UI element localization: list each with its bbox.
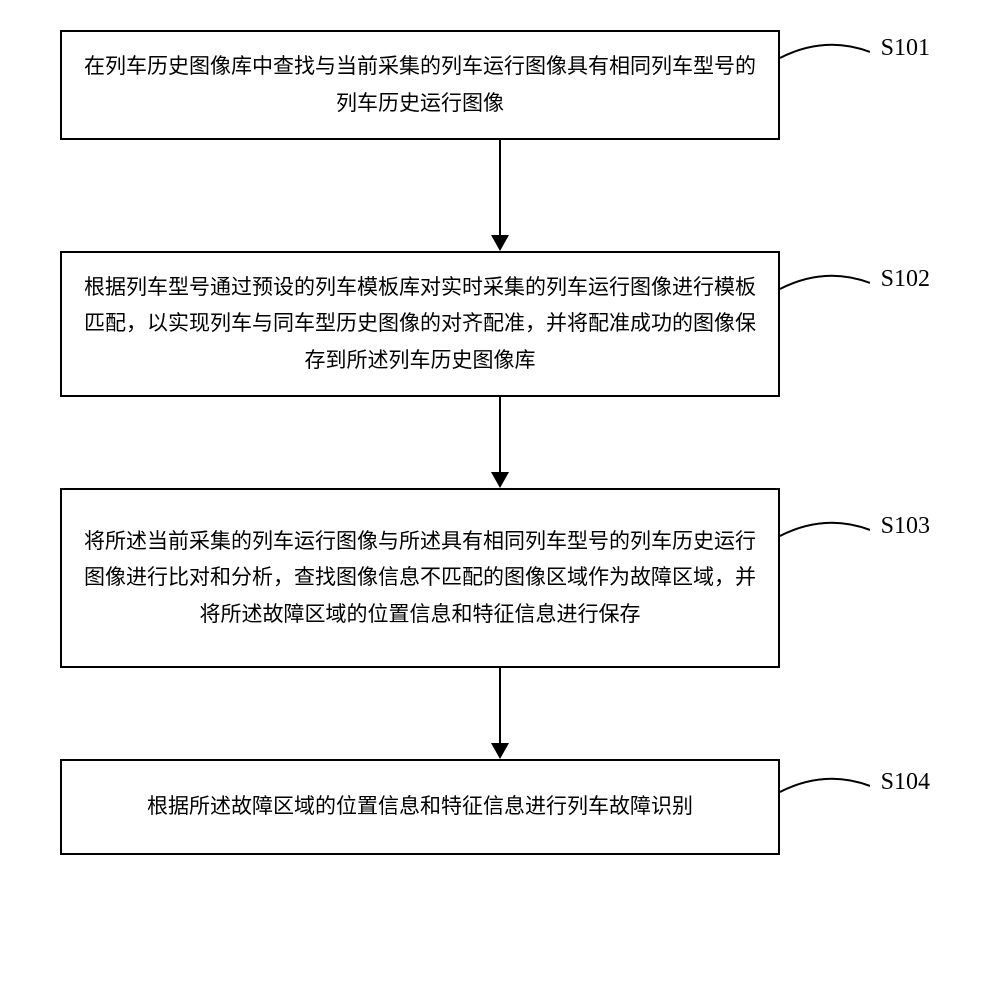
arrow-head-2 bbox=[491, 472, 509, 488]
step-container-3: 将所述当前采集的列车运行图像与所述具有相同列车型号的列车历史运行图像进行比对和分… bbox=[60, 488, 940, 668]
arrow-line-1 bbox=[499, 140, 501, 235]
arrow-line-2 bbox=[499, 397, 501, 472]
arrow-head-1 bbox=[491, 235, 509, 251]
step-label-2: S102 bbox=[881, 266, 930, 293]
step-box-3: 将所述当前采集的列车运行图像与所述具有相同列车型号的列车历史运行图像进行比对和分… bbox=[60, 488, 780, 668]
step-box-1: 在列车历史图像库中查找与当前采集的列车运行图像具有相同列车型号的列车历史运行图像 bbox=[60, 30, 780, 140]
step-container-4: 根据所述故障区域的位置信息和特征信息进行列车故障识别 S104 bbox=[60, 759, 940, 855]
step-box-4: 根据所述故障区域的位置信息和特征信息进行列车故障识别 bbox=[60, 759, 780, 855]
step-container-1: 在列车历史图像库中查找与当前采集的列车运行图像具有相同列车型号的列车历史运行图像… bbox=[60, 30, 940, 140]
arrow-2 bbox=[140, 397, 860, 488]
step-label-3: S103 bbox=[881, 513, 930, 540]
connector-1 bbox=[780, 40, 870, 70]
connector-4 bbox=[780, 774, 870, 804]
step-text-3: 将所述当前采集的列车运行图像与所述具有相同列车型号的列车历史运行图像进行比对和分… bbox=[82, 523, 758, 633]
flowchart-container: 在列车历史图像库中查找与当前采集的列车运行图像具有相同列车型号的列车历史运行图像… bbox=[60, 30, 940, 855]
arrow-1 bbox=[140, 140, 860, 251]
arrow-head-3 bbox=[491, 743, 509, 759]
step-container-2: 根据列车型号通过预设的列车模板库对实时采集的列车运行图像进行模板匹配，以实现列车… bbox=[60, 251, 940, 397]
arrow-3 bbox=[140, 668, 860, 759]
step-label-4: S104 bbox=[881, 769, 930, 796]
step-label-1: S101 bbox=[881, 35, 930, 62]
arrow-line-3 bbox=[499, 668, 501, 743]
connector-3 bbox=[780, 518, 870, 548]
step-text-4: 根据所述故障区域的位置信息和特征信息进行列车故障识别 bbox=[147, 788, 693, 825]
connector-2 bbox=[780, 271, 870, 301]
step-text-1: 在列车历史图像库中查找与当前采集的列车运行图像具有相同列车型号的列车历史运行图像 bbox=[82, 48, 758, 122]
step-text-2: 根据列车型号通过预设的列车模板库对实时采集的列车运行图像进行模板匹配，以实现列车… bbox=[82, 269, 758, 379]
step-box-2: 根据列车型号通过预设的列车模板库对实时采集的列车运行图像进行模板匹配，以实现列车… bbox=[60, 251, 780, 397]
